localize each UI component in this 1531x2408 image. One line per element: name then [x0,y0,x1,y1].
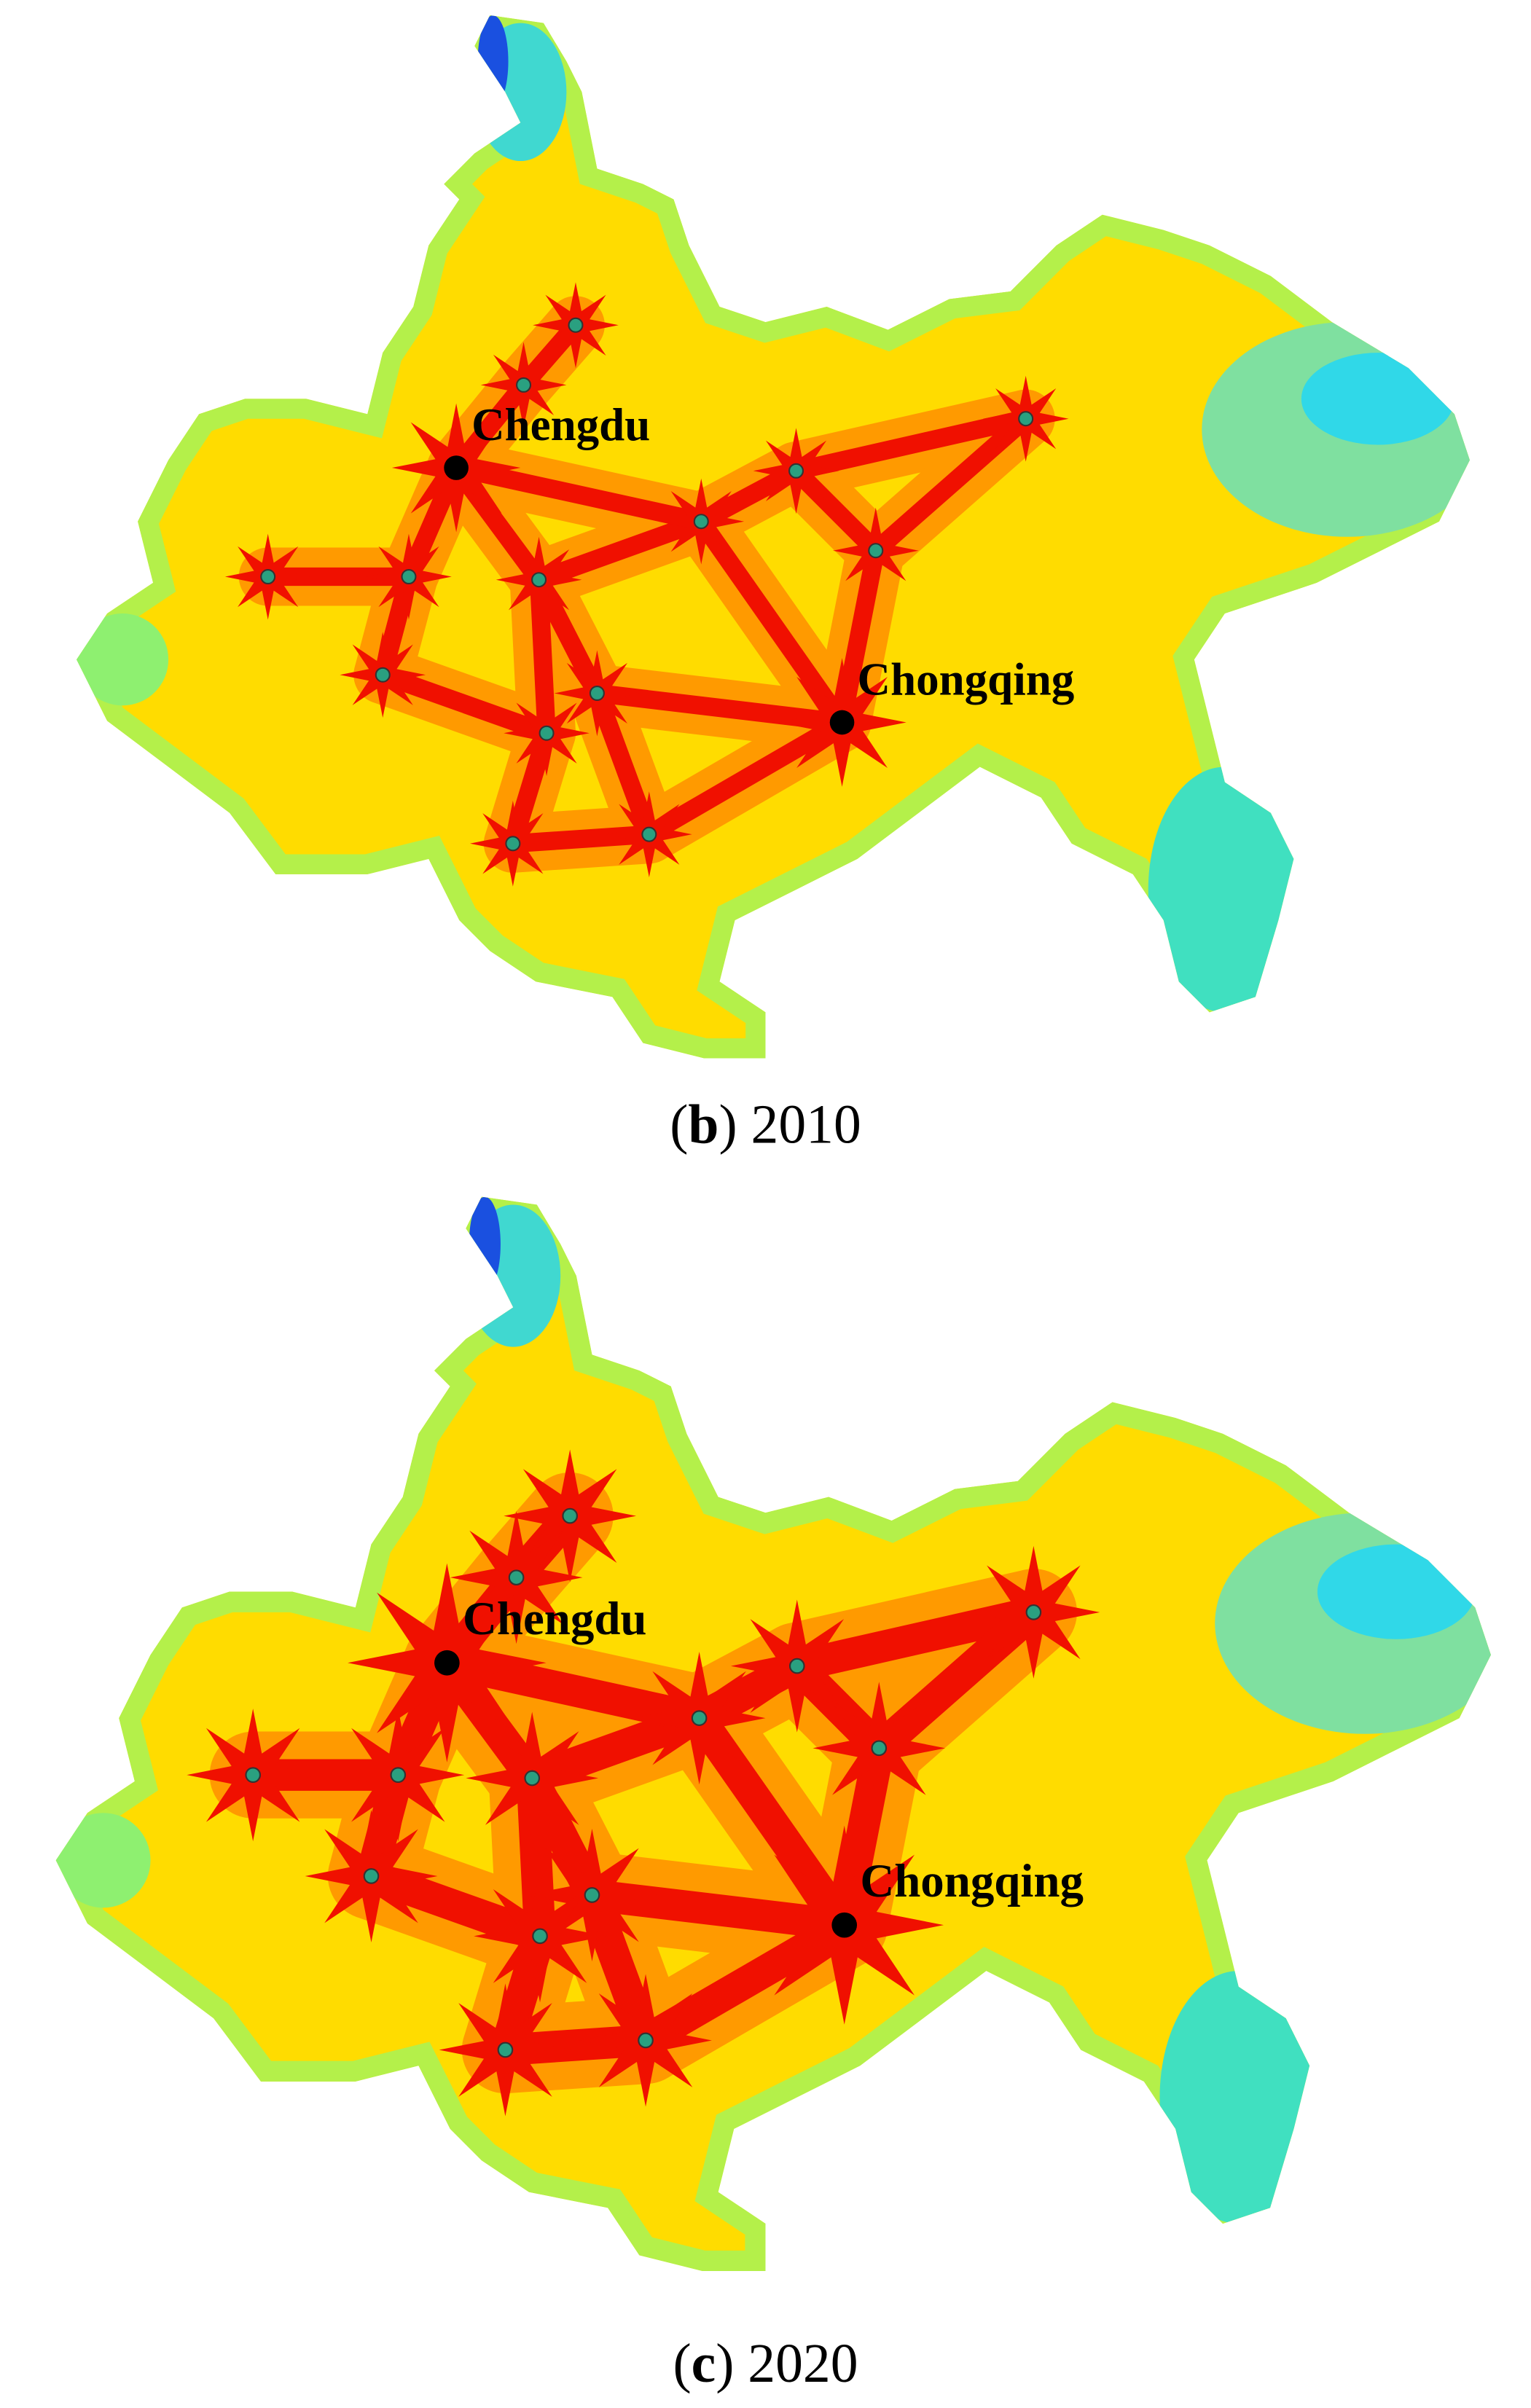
red-corridor [866,409,1035,560]
red-corridor [640,713,852,844]
town-node [390,1767,407,1784]
town-node [532,1928,548,1945]
low-area [1159,1971,1317,2224]
city-node [829,710,855,735]
low-area [77,613,169,706]
city-label: Chongqing [860,1855,1084,1907]
map-panel: Chengdu Chongqing [77,15,1470,1058]
caption-part: c [692,2334,716,2394]
town-node [868,543,884,559]
caption-part: ) 2020 [716,2334,858,2394]
town-node [516,377,532,393]
town-node [589,685,605,702]
town-node [1018,411,1034,427]
caption-part: ) 2010 [718,1094,861,1155]
town-node [245,1767,262,1784]
caption-part: ( [670,1094,688,1155]
red-corridor [587,683,852,732]
town-node [401,568,417,585]
red-corridor [529,512,710,589]
low-area [477,15,509,108]
town-node [691,1710,708,1726]
low-area [55,1813,151,1908]
town-node [568,317,584,333]
town-node [375,667,391,683]
town-node [505,836,521,852]
low-area [1317,1544,1476,1639]
town-node [788,1658,805,1674]
town-node [524,1770,541,1787]
map-fill [55,1196,1491,2271]
town-node [531,572,547,588]
city-node [444,455,469,480]
low-area [469,1196,501,1292]
red-corridor [355,1860,556,1953]
map-panel: Chengdu Chongqing [55,1196,1491,2271]
town-node [497,2042,514,2058]
town-node [788,463,804,479]
caption: (b) 2010 [670,1094,861,1155]
city-label: Chengdu [463,1593,647,1645]
low-area [1148,766,1301,1013]
town-node [693,514,709,530]
town-node [584,1887,600,1903]
red-corridor [692,512,852,732]
red-corridor [781,1596,1050,1682]
red-corridor [373,665,556,742]
town-node [641,826,657,842]
red-corridor [447,458,710,531]
city-label: Chengdu [471,399,650,450]
low-area [1301,353,1454,445]
town-node [508,1569,525,1585]
city-node [434,1650,460,1676]
town-node [539,725,555,741]
red-corridor [587,683,659,844]
caption-part: ( [673,2334,691,2394]
city-label: Chongqing [858,654,1075,705]
town-node [363,1868,380,1884]
red-corridor [504,723,556,853]
town-node [638,2032,654,2049]
red-corridor [576,1879,662,2057]
map-fill [77,15,1470,1058]
red-corridor [786,409,1035,480]
town-node [562,1507,578,1524]
red-corridor [692,461,806,531]
town-node [1025,1604,1042,1620]
town-node [871,1740,888,1757]
caption-part: b [688,1094,718,1155]
caption: (c) 2020 [673,2334,858,2394]
city-node [831,1912,858,1938]
town-node [260,568,276,585]
